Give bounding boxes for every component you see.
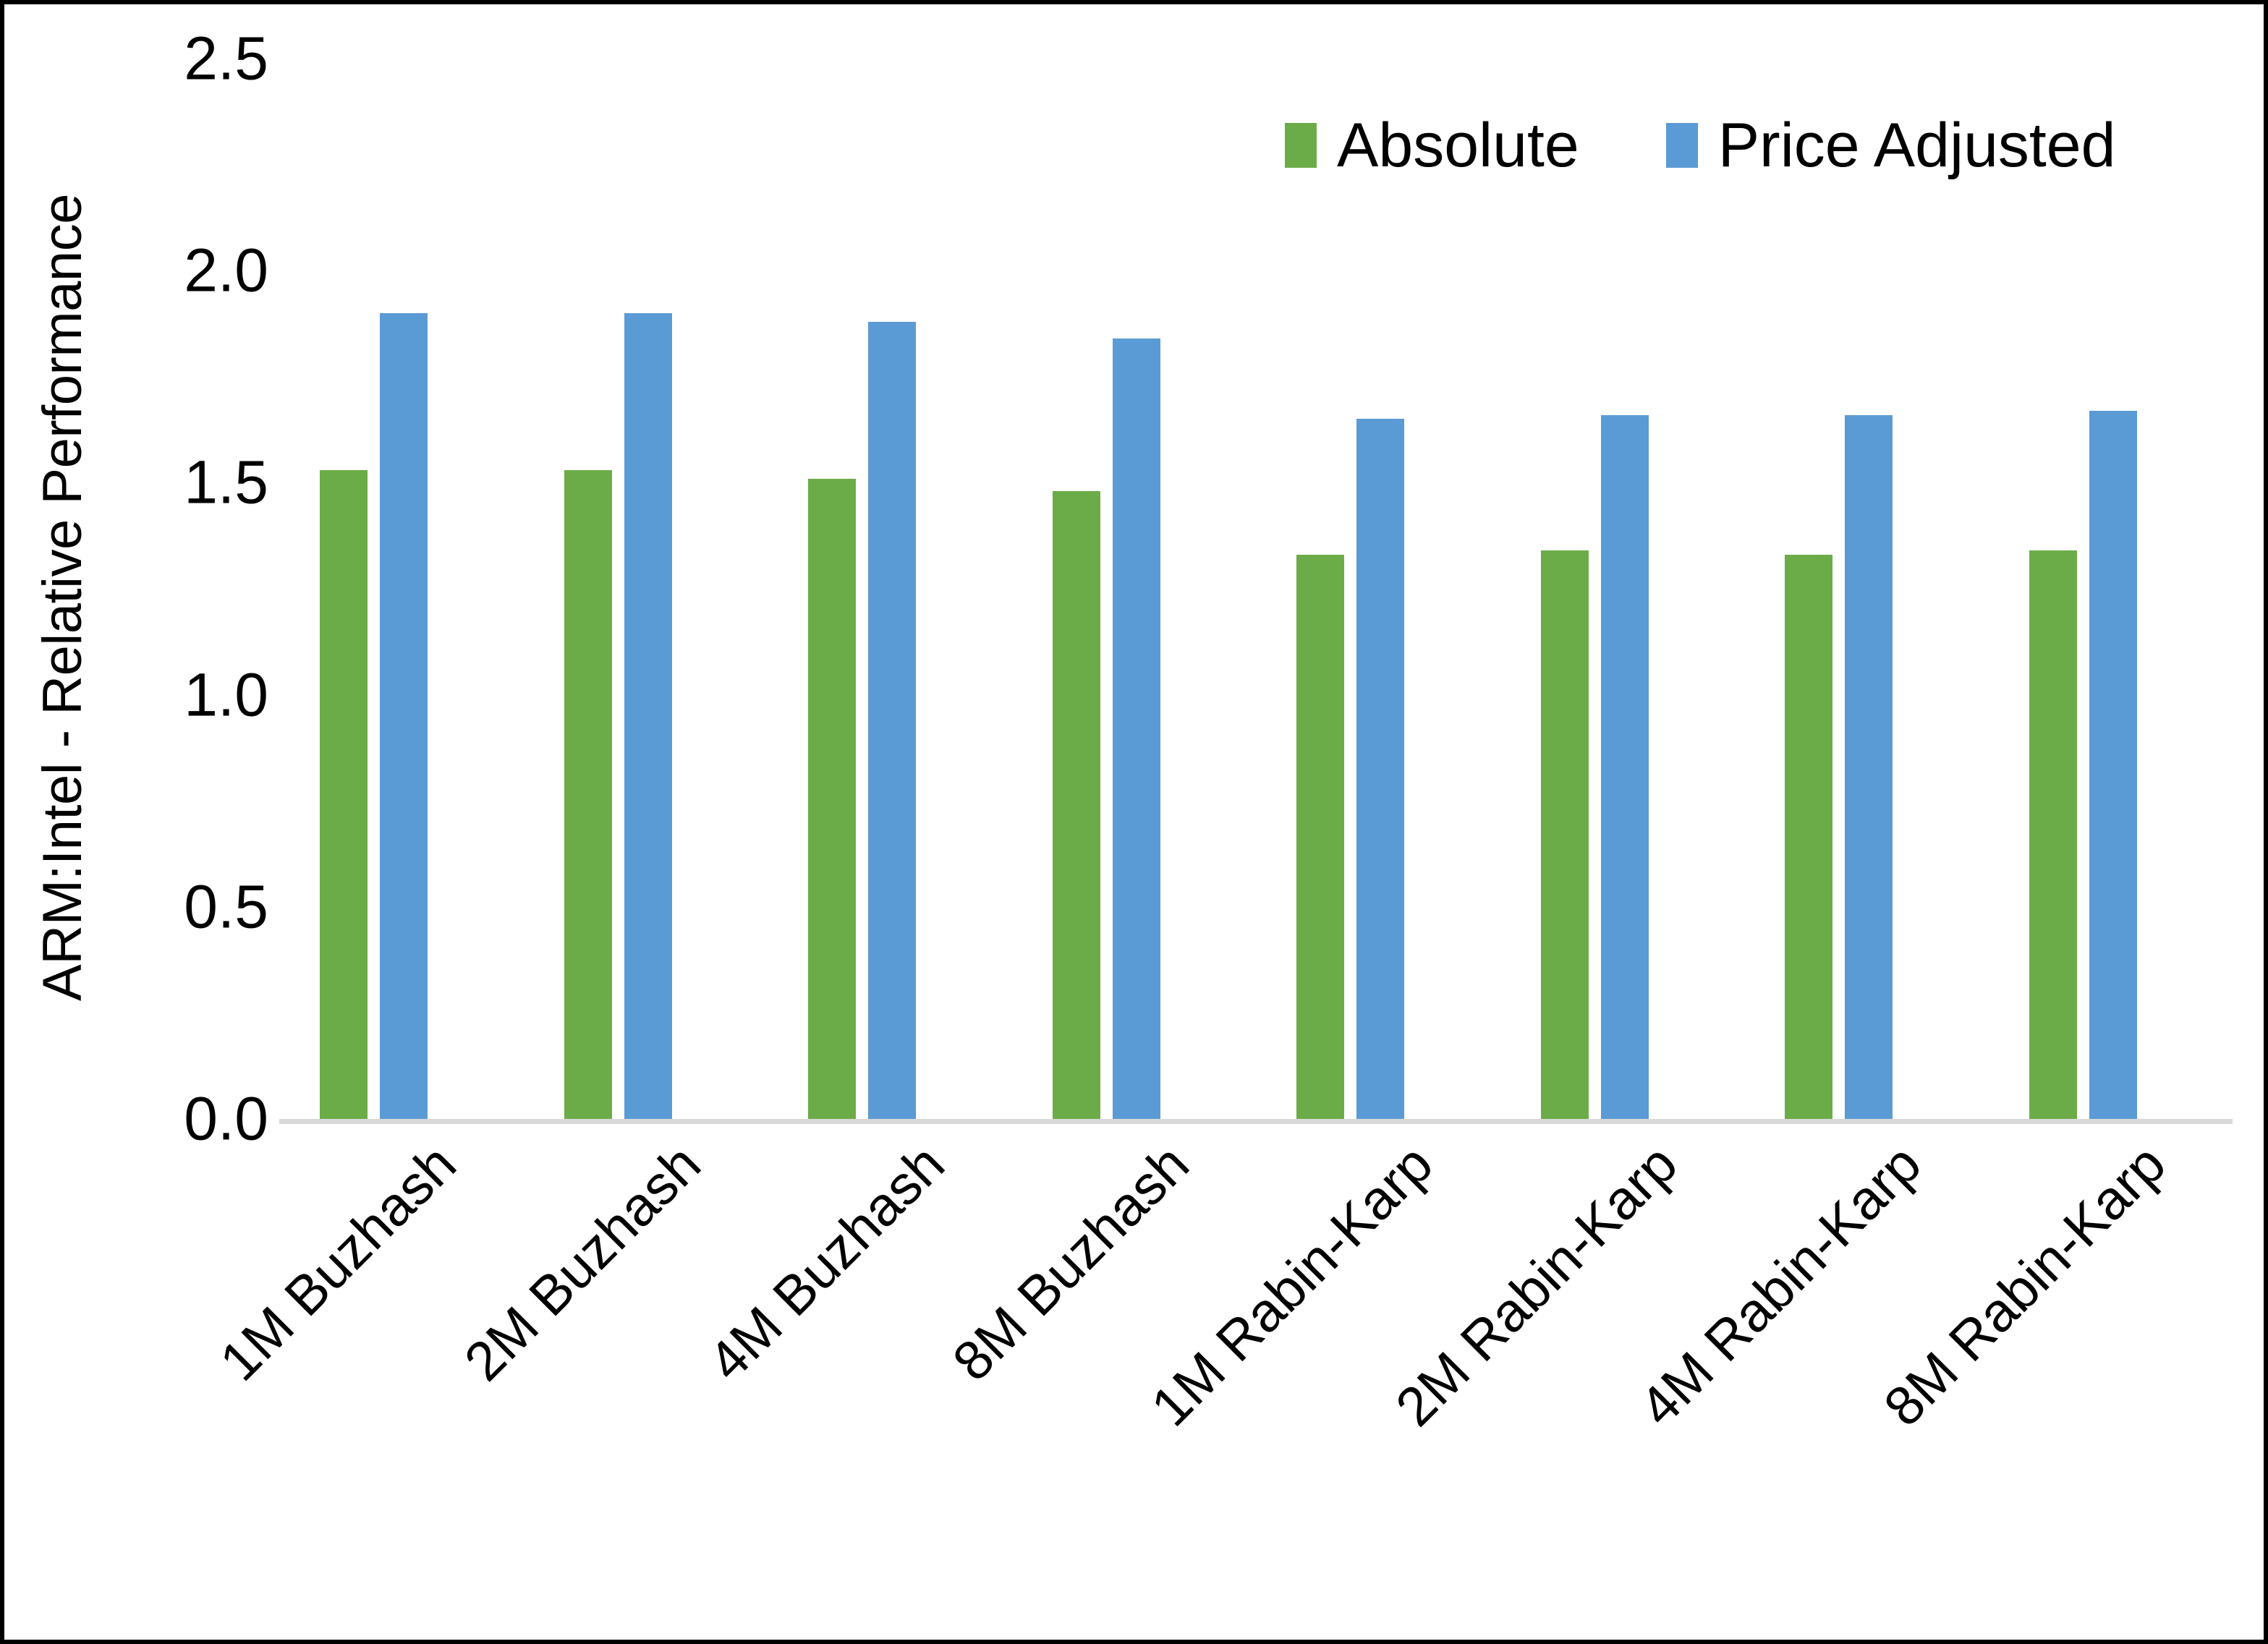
x-axis-line — [279, 1119, 2233, 1124]
bar-price-adjusted[interactable] — [868, 321, 916, 1119]
x-axis-tick-labels: 1M Buzhash 2M Buzhash 4M Buzhash 8M Buzhash… — [208, 1133, 2233, 1639]
y-axis-title: ARM:Intel - Relative Performance — [31, 194, 93, 1001]
legend-item[interactable]: Absolute — [1285, 114, 1579, 176]
y-tick-label: 0.0 — [184, 1084, 268, 1153]
bar-absolute[interactable] — [1540, 550, 1589, 1119]
bar-absolute[interactable] — [564, 469, 612, 1119]
y-tick-label: 2.0 — [184, 236, 268, 304]
bar-price-adjusted[interactable] — [1845, 414, 1893, 1119]
bar-group — [1500, 59, 1745, 1119]
bar-price-adjusted[interactable] — [1600, 414, 1649, 1119]
y-tick-label: 2.5 — [184, 24, 268, 93]
bar-price-adjusted[interactable] — [1112, 338, 1160, 1119]
bar-group — [768, 59, 1012, 1119]
legend-swatch-icon — [1285, 123, 1317, 168]
bar-price-adjusted[interactable] — [2089, 410, 2137, 1119]
legend-label: Price Adjusted — [1717, 111, 2116, 180]
bar-group — [1989, 59, 2233, 1119]
y-axis-tick-labels: 2.5 2.0 1.5 1.0 0.5 0.0 — [113, 4, 268, 1640]
bar-price-adjusted[interactable] — [380, 312, 428, 1119]
y-tick-label: 1.5 — [184, 448, 268, 516]
bar-absolute[interactable] — [1785, 555, 1832, 1119]
bar-price-adjusted[interactable] — [624, 312, 672, 1119]
bar-absolute[interactable] — [1052, 491, 1100, 1119]
y-tick-label: 0.5 — [184, 872, 268, 941]
y-tick-label: 1.0 — [184, 660, 268, 729]
bar-absolute[interactable] — [2029, 550, 2077, 1119]
legend-label: Absolute — [1337, 111, 1579, 180]
bar-chart: ARM:Intel - Relative Performance 2.5 2.0 1… — [4, 4, 2264, 1640]
bar-group — [524, 59, 768, 1119]
legend-swatch-icon — [1665, 123, 1698, 168]
chart-legend: Absolute Price Adjusted — [1285, 106, 2115, 185]
bar-group — [1012, 59, 1257, 1119]
legend-item[interactable]: Price Adjusted — [1665, 111, 2116, 180]
bar-absolute[interactable] — [320, 469, 368, 1119]
plot-area — [279, 59, 2233, 1119]
bar-price-adjusted[interactable] — [1356, 419, 1404, 1119]
bar-group — [1256, 59, 1500, 1119]
bar-group — [279, 59, 524, 1119]
bar-group — [1744, 59, 1989, 1119]
bar-absolute[interactable] — [808, 478, 856, 1119]
bar-absolute[interactable] — [1296, 555, 1344, 1119]
